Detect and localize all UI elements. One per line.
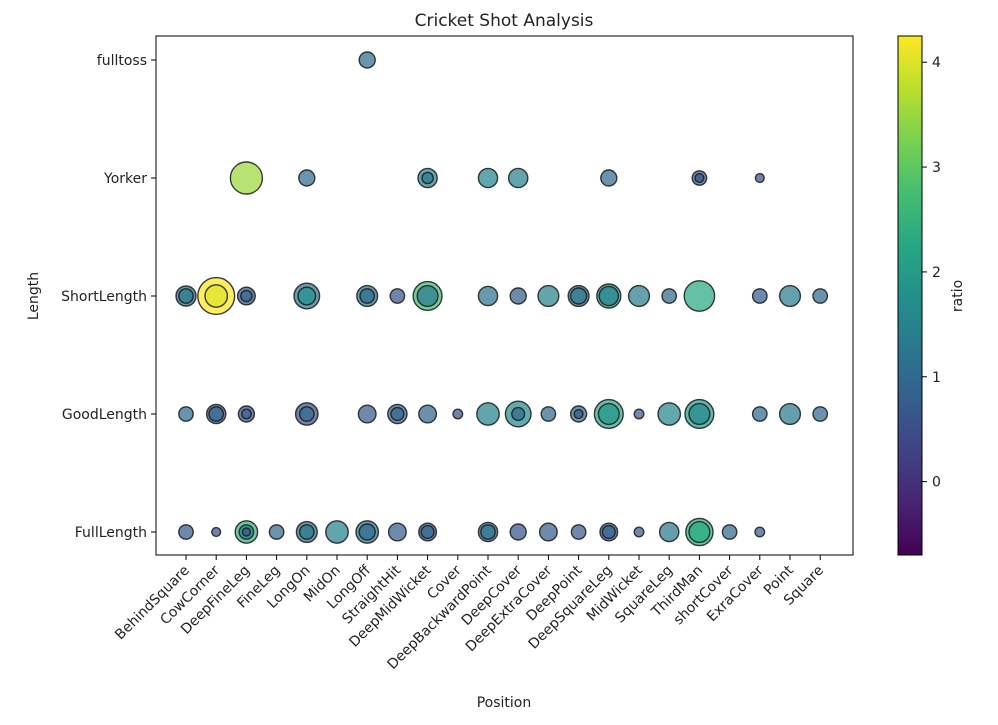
data-point [600, 169, 618, 187]
data-point [298, 169, 316, 187]
plot-frame [155, 35, 854, 556]
data-point [601, 524, 616, 540]
chart-title: Cricket Shot Analysis [415, 11, 594, 31]
data-point [569, 287, 588, 305]
colorbar-tick-label: 1 [932, 370, 941, 386]
data-point [570, 524, 587, 540]
data-point [208, 406, 225, 422]
data-point [683, 280, 716, 312]
data-point [268, 524, 285, 540]
data-point [511, 406, 526, 422]
data-point [633, 408, 645, 420]
data-point [597, 402, 620, 426]
data-point [751, 288, 768, 304]
data-point [421, 171, 434, 185]
data-point [358, 51, 376, 69]
data-point [598, 285, 620, 307]
data-point [573, 408, 584, 420]
data-point [229, 161, 264, 195]
data-point [452, 408, 464, 420]
data-point [812, 406, 829, 422]
data-point [661, 288, 678, 304]
colorbar-tick-label: 4 [932, 55, 941, 71]
data-point [509, 287, 527, 305]
colorbar-tick-label: 0 [932, 475, 941, 491]
data-point [694, 172, 705, 184]
data-point [507, 167, 529, 189]
data-point [297, 286, 317, 306]
colorbar-tick-label: 2 [932, 265, 941, 281]
data-point [389, 288, 406, 304]
data-point [178, 288, 194, 304]
x-axis-label: Position [477, 695, 532, 711]
data-point [298, 406, 315, 422]
data-point [538, 522, 558, 542]
data-point [754, 526, 766, 538]
colorbar-tick-label: 3 [932, 160, 941, 176]
data-point [721, 524, 738, 540]
data-point [658, 521, 680, 543]
data-point [241, 527, 252, 537]
data-point [387, 522, 407, 542]
y-tick-label: GoodLength [62, 407, 147, 423]
colorbar: 0 1 2 3 4 [897, 35, 941, 556]
data-point [298, 524, 315, 540]
data-point [359, 288, 376, 304]
y-tick-label: FullLength [75, 525, 147, 541]
data-point [627, 284, 651, 308]
data-point [357, 404, 377, 424]
data-point [480, 524, 496, 540]
data-point [240, 408, 252, 420]
colorbar-gradient [897, 35, 923, 556]
colorbar-label: ratio [950, 280, 966, 312]
data-point [688, 402, 711, 426]
y-axis-label: Length [26, 272, 42, 320]
data-point [204, 284, 229, 308]
data-point [325, 520, 349, 544]
data-point [418, 404, 438, 424]
data-point [211, 526, 222, 538]
x-axis: BehindSquareCowCornerDeepFineLegFineLegL… [112, 555, 827, 673]
points-layer [175, 51, 829, 547]
data-point [751, 406, 768, 422]
data-point [477, 167, 499, 189]
data-point [778, 284, 802, 308]
data-point [537, 284, 560, 308]
data-point [476, 402, 500, 426]
data-point [477, 285, 499, 307]
y-tick-label: ShortLength [61, 289, 147, 305]
data-point [812, 288, 829, 304]
data-point [420, 524, 435, 540]
y-axis: FullLength GoodLength ShortLength Yorker ful… [61, 53, 156, 541]
data-point [778, 402, 802, 426]
data-point [688, 520, 711, 544]
data-point [416, 284, 439, 308]
data-point [178, 524, 194, 540]
data-point [540, 406, 557, 422]
data-point [240, 289, 253, 303]
data-point [358, 523, 376, 541]
data-point [633, 526, 645, 538]
data-point [390, 406, 405, 422]
data-point [657, 402, 682, 426]
y-tick-label: fulltoss [97, 53, 147, 69]
data-point [178, 406, 194, 422]
data-point [509, 523, 527, 541]
y-tick-label: Yorker [103, 171, 147, 187]
data-point [754, 172, 765, 184]
